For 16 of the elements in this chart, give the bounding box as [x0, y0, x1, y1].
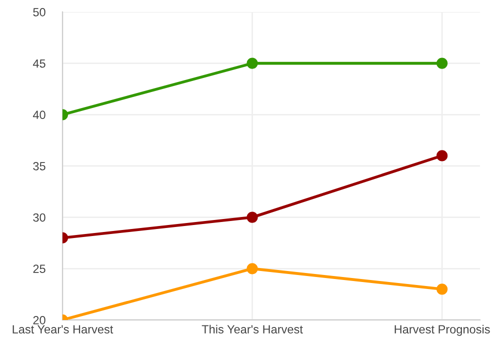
point: [436, 284, 448, 295]
x-tick-label: This Year's Harvest: [202, 324, 303, 334]
y-tick-label: 35: [33, 162, 46, 170]
y-tick-label: 25: [33, 264, 46, 274]
y-tick-label: 40: [32, 110, 46, 120]
point: [436, 150, 448, 162]
y-tick-label: 20: [33, 316, 46, 324]
point: [246, 263, 258, 274]
point: [246, 212, 258, 223]
point: [246, 58, 258, 69]
x-tick-label: Last Year's Harvest: [12, 325, 114, 334]
y-tick-label: 50: [33, 8, 46, 16]
x-tick-label: Harvest Prognosis: [394, 324, 490, 336]
point: [436, 58, 448, 69]
y-tick-label: 45: [32, 59, 46, 68]
y-tick-label: 30: [33, 213, 46, 222]
